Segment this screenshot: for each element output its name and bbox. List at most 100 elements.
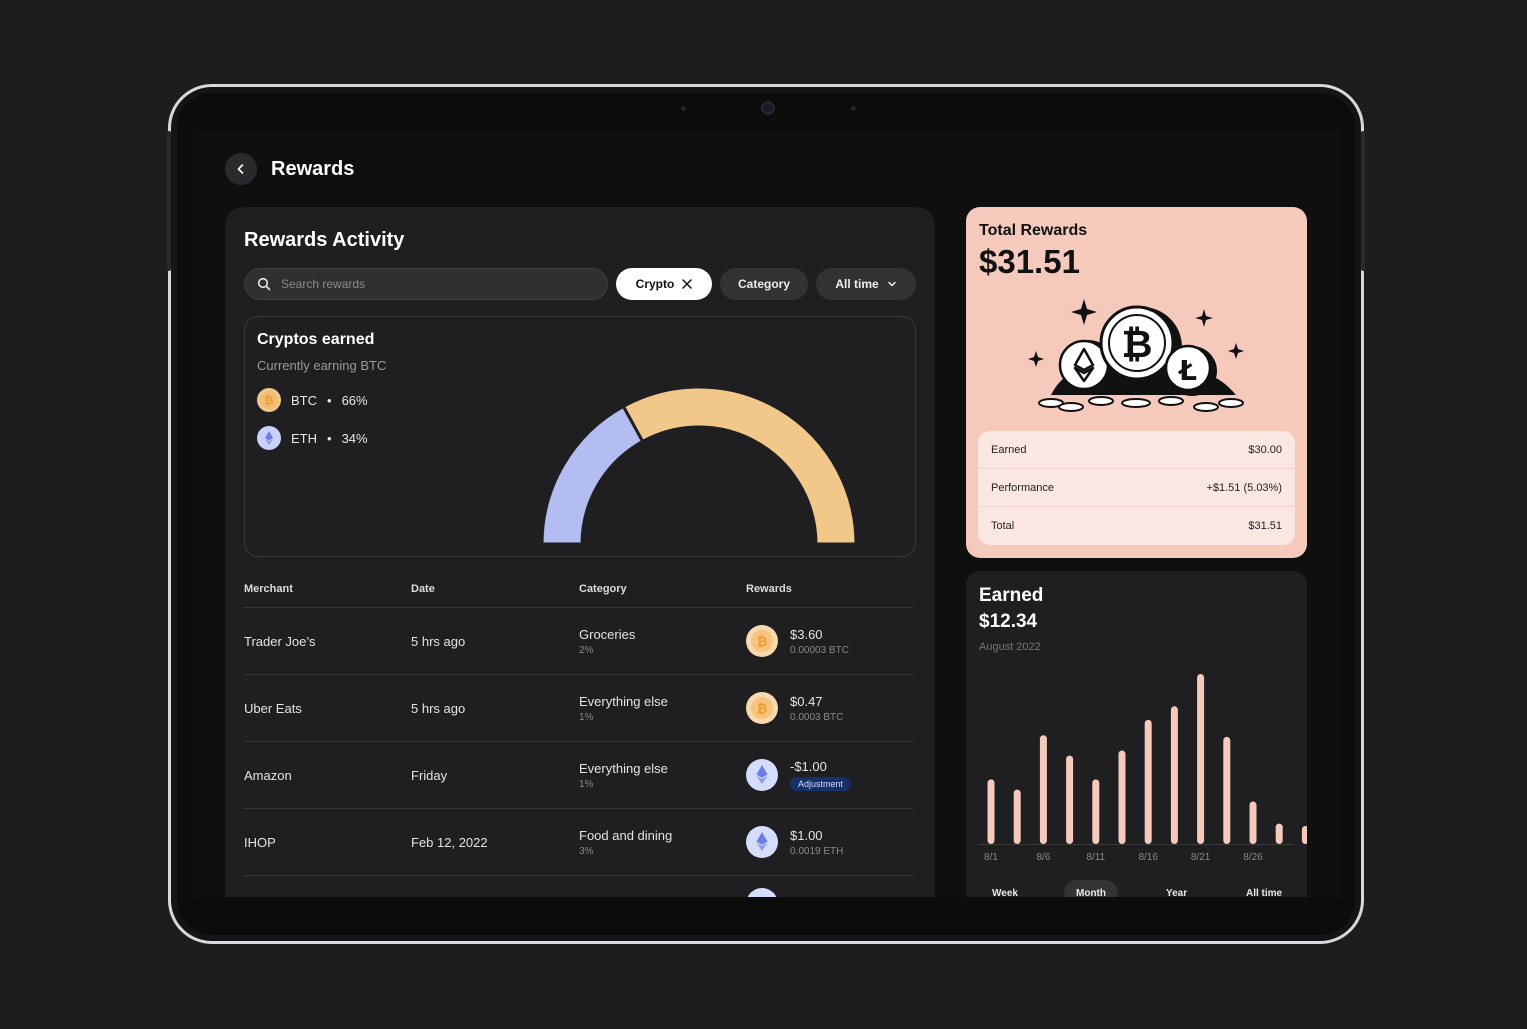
- sensor-dot: [851, 106, 856, 111]
- chart-tick-label: 8/11: [1086, 852, 1105, 863]
- page-title: Rewards: [271, 157, 355, 180]
- chart-bar[interactable]: [1249, 801, 1257, 845]
- chart-bar[interactable]: [1197, 674, 1205, 844]
- chart-bar[interactable]: [1223, 736, 1231, 844]
- category-percent: 2%: [579, 644, 594, 656]
- legend-eth: ETH • 34%: [257, 426, 368, 450]
- category-cell: Food and dining 3%: [579, 828, 746, 857]
- filter-chip-crypto[interactable]: Crypto: [616, 268, 712, 300]
- earned-card: Earned $12.34 August 2022 8/1 8/6 8/11 8/16…: [966, 571, 1307, 897]
- filter-dropdown-time[interactable]: All time: [816, 268, 916, 300]
- rewards-breakdown: Earned $30.00 Performance +$1.51 (5.03%)…: [978, 431, 1295, 545]
- date-cell: 5 hrs ago: [411, 633, 466, 649]
- filter-chip-category-label: Category: [737, 277, 790, 291]
- close-icon[interactable]: [682, 279, 693, 289]
- tablet-side-button: [1361, 131, 1365, 271]
- btc-coin-icon: ₿: [257, 388, 281, 412]
- reward-crypto-amount: 0.00003 BTC: [790, 644, 849, 656]
- chart-bar[interactable]: [1301, 826, 1307, 844]
- crypto-coins-illustration: ₿ Ł: [1028, 299, 1244, 412]
- chevron-down-icon: [887, 281, 896, 287]
- filter-chip-crypto-label: Crypto: [635, 277, 675, 291]
- legend-separator: •: [327, 430, 332, 446]
- rewards-table: Merchant Date Category Rewards Trader Jo…: [244, 583, 914, 897]
- reward-amount: -$1.00: [790, 759, 827, 774]
- donut-slice-btc: [621, 387, 857, 546]
- btc-coin-icon: ₿: [746, 692, 778, 724]
- table-row[interactable]: IHOP Feb 12, 2022 Food and dining 3% $1.…: [244, 809, 914, 876]
- column-header-category[interactable]: Category: [579, 583, 627, 595]
- total-rewards-amount: $31.51: [979, 243, 1080, 280]
- chart-tick-label: 8/16: [1138, 852, 1158, 863]
- breakdown-row-performance: Performance +$1.51 (5.03%): [978, 469, 1295, 507]
- category-percent: 1%: [579, 778, 594, 790]
- column-header-merchant[interactable]: Merchant: [244, 583, 293, 595]
- legend-separator: •: [327, 392, 332, 408]
- table-row[interactable]: Uber Eats 5 hrs ago Everything else 1% ₿…: [244, 675, 914, 742]
- breakdown-label: Performance: [991, 481, 1054, 494]
- donut-slice-eth: [541, 404, 645, 546]
- total-rewards-card: Total Rewards $31.51: [966, 207, 1307, 558]
- earned-amount: $12.34: [979, 611, 1038, 632]
- btc-coin-icon: ₿: [746, 625, 778, 657]
- category-cell: Groceries 2%: [579, 627, 746, 656]
- chart-bar[interactable]: [1013, 789, 1021, 844]
- earned-label: Earned: [979, 585, 1044, 606]
- category-cell: Everything else 1%: [579, 761, 746, 790]
- tablet-side-button: [167, 131, 171, 271]
- tab-year[interactable]: Year: [1166, 887, 1188, 898]
- search-icon: [257, 277, 271, 291]
- category-name: Groceries: [579, 626, 636, 642]
- legend-eth-label: ETH: [291, 430, 317, 446]
- tab-month[interactable]: Month: [1064, 880, 1118, 897]
- chart-bar[interactable]: [1170, 706, 1178, 844]
- period-tabs: Week Month Year All time: [966, 873, 1307, 897]
- filter-chip-category[interactable]: Category: [720, 268, 808, 300]
- back-button[interactable]: [225, 153, 257, 185]
- reward-crypto-amount: 0.0019 ETH: [790, 845, 844, 857]
- table-header: Merchant Date Category Rewards: [244, 583, 914, 608]
- chart-bar[interactable]: [1118, 750, 1126, 845]
- svg-text:₿: ₿: [757, 635, 768, 650]
- chart-bar[interactable]: [1144, 719, 1152, 844]
- breakdown-row-earned: Earned $30.00: [978, 431, 1295, 469]
- earned-period: August 2022: [979, 641, 1041, 653]
- top-bar: Rewards: [225, 153, 354, 185]
- rewards-activity-title: Rewards Activity: [244, 229, 405, 251]
- search-input[interactable]: [281, 277, 581, 291]
- breakdown-value: $30.00: [1248, 443, 1282, 456]
- tab-all-time[interactable]: All time: [1246, 887, 1283, 898]
- chart-bar[interactable]: [1092, 779, 1100, 844]
- column-header-date[interactable]: Date: [411, 583, 435, 595]
- adjustment-badge: Adjustment: [790, 777, 852, 791]
- rewards-cell: ₿ $0.47 0.0003 BTC: [746, 692, 914, 724]
- chart-tick-label: 8/6: [1036, 852, 1050, 863]
- column-header-rewards[interactable]: Rewards: [746, 583, 792, 595]
- date-cell: Feb 12, 2022: [411, 834, 488, 850]
- reward-amount: $1.00: [790, 827, 823, 843]
- chart-tick-label: 8/21: [1191, 852, 1211, 863]
- search-bar[interactable]: [244, 268, 608, 300]
- svg-text:₿: ₿: [1122, 322, 1153, 366]
- merchant-cell: Trader Joe’s: [244, 633, 316, 649]
- category-name: Everything else: [579, 693, 668, 709]
- table-row[interactable]: Trader Joe’s 5 hrs ago Groceries 2% ₿ $3…: [244, 608, 914, 675]
- date-cell: Friday: [411, 767, 448, 783]
- category-name: Everything else: [579, 760, 668, 776]
- cryptos-earned-subtitle: Currently earning BTC: [257, 358, 387, 373]
- camera: [761, 101, 775, 115]
- chart-bar[interactable]: [1275, 823, 1283, 844]
- eth-coin-icon: [746, 826, 778, 858]
- chart-bar[interactable]: [1066, 755, 1074, 844]
- table-row[interactable]: Amazon Friday Everything else 1% -$1.00 …: [244, 742, 914, 809]
- breakdown-row-total: Total $31.51: [978, 507, 1295, 545]
- chart-bar[interactable]: [1039, 735, 1047, 844]
- cryptos-earned-card: Cryptos earned Currently earning BTC ₿ B…: [244, 316, 916, 557]
- merchant-cell: IHOP: [244, 834, 276, 850]
- tab-week[interactable]: Week: [992, 887, 1018, 898]
- svg-text:Ł: Ł: [1177, 354, 1197, 387]
- merchant-cell: Amazon: [244, 767, 292, 783]
- table-row[interactable]: [244, 876, 914, 897]
- screen: Rewards Rewards Activity Crypto Category…: [193, 131, 1341, 897]
- chart-bar[interactable]: [987, 779, 995, 844]
